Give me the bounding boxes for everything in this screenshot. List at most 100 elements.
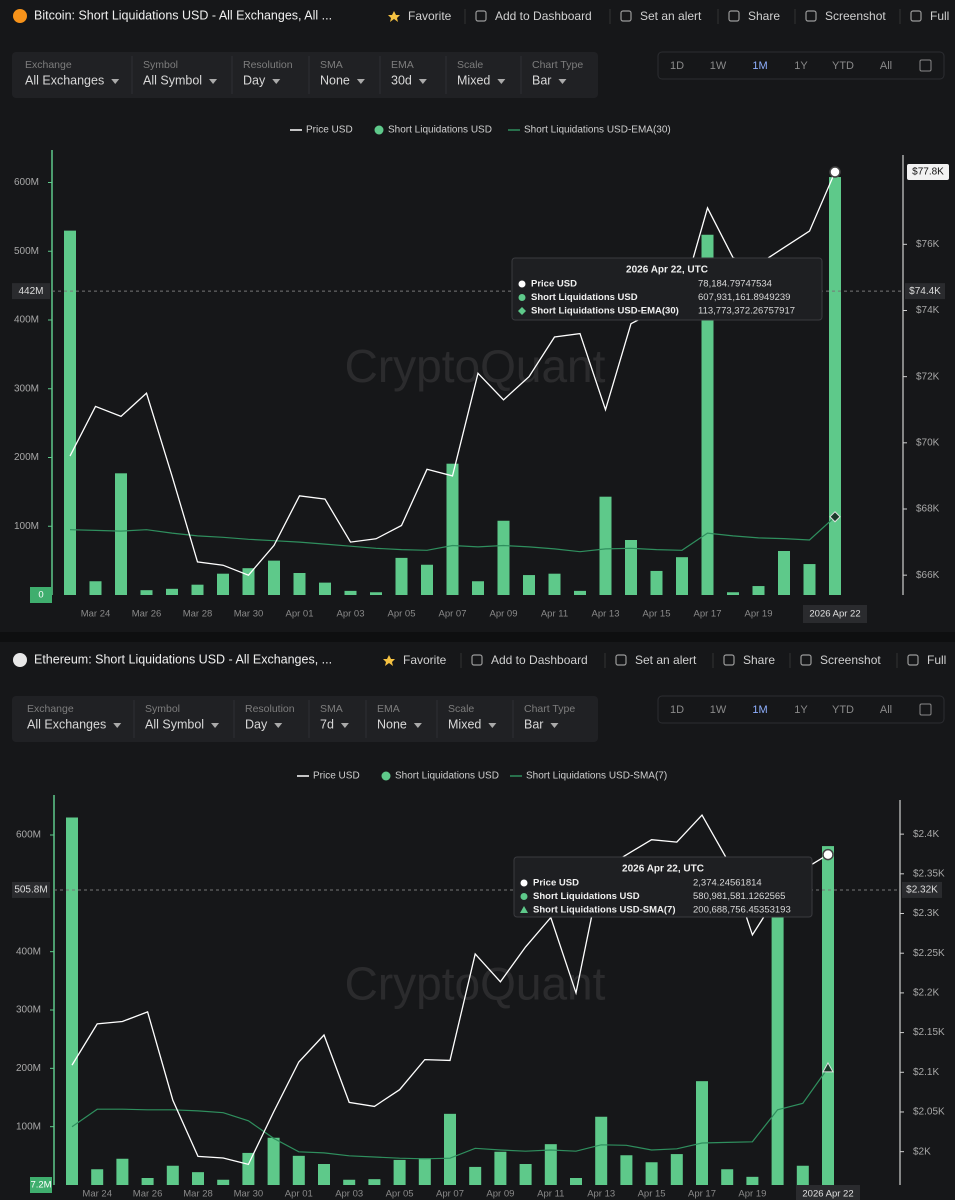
filter-value[interactable]: Bar bbox=[524, 717, 543, 731]
tooltip-value: 113,773,372.26757917 bbox=[698, 306, 795, 317]
action-button[interactable]: Favorite bbox=[408, 9, 452, 23]
y2-tick-label: $2.2K bbox=[913, 988, 939, 999]
filter-value[interactable]: Day bbox=[243, 73, 266, 87]
line-series bbox=[69, 516, 836, 553]
x-tick-label: Apr 19 bbox=[738, 1189, 766, 1200]
filter-value[interactable]: Bar bbox=[532, 73, 551, 87]
bar bbox=[778, 551, 790, 595]
legend-label[interactable]: Short Liquidations USD-EMA(30) bbox=[524, 125, 671, 136]
x-tick-label: Mar 24 bbox=[82, 1189, 112, 1200]
range-button[interactable]: 1D bbox=[670, 704, 684, 716]
filter-value[interactable]: All Exchanges bbox=[27, 717, 106, 731]
last-price-label: $77.8K bbox=[912, 167, 944, 178]
sma-marker bbox=[822, 1061, 834, 1073]
y2-tick-label: $66K bbox=[916, 570, 940, 581]
filter-value[interactable]: None bbox=[377, 717, 407, 731]
filter-value[interactable]: All Symbol bbox=[145, 717, 204, 731]
bar bbox=[650, 570, 663, 595]
tooltip-title: 2026 Apr 22, UTC bbox=[622, 864, 704, 875]
tooltip-name: Short Liquidations USD bbox=[531, 292, 638, 303]
action-button[interactable]: Share bbox=[743, 653, 775, 667]
action-button[interactable]: Full bbox=[930, 9, 949, 23]
range-button[interactable]: 1D bbox=[670, 60, 684, 72]
legend-label[interactable]: Price USD bbox=[313, 771, 360, 782]
action-button[interactable]: Add to Dashboard bbox=[495, 9, 592, 23]
filter-label: SMA bbox=[320, 59, 343, 71]
x-tick-label: Apr 09 bbox=[490, 609, 518, 620]
legend-label[interactable]: Short Liquidations USD bbox=[395, 771, 499, 782]
x-tick-label: Apr 15 bbox=[638, 1189, 666, 1200]
action-button[interactable]: Favorite bbox=[403, 653, 447, 667]
range-button[interactable]: YTD bbox=[832, 60, 854, 72]
dropdown-caret bbox=[211, 723, 220, 728]
dropdown-caret bbox=[113, 723, 122, 728]
action-button[interactable]: Screenshot bbox=[820, 653, 881, 667]
bar bbox=[446, 463, 459, 595]
range-button[interactable]: 1M bbox=[752, 704, 767, 716]
filter-value[interactable]: All Exchanges bbox=[25, 73, 104, 87]
x-tick-label: Apr 11 bbox=[537, 1189, 564, 1200]
action-button[interactable]: Set an alert bbox=[635, 653, 697, 667]
filter-value[interactable]: Day bbox=[245, 717, 268, 731]
range-button[interactable]: 1M bbox=[752, 60, 767, 72]
bar bbox=[752, 586, 765, 595]
range-button[interactable]: 1W bbox=[710, 704, 727, 716]
action-icon bbox=[907, 654, 919, 666]
range-button[interactable]: All bbox=[880, 60, 892, 72]
range-button[interactable]: 1W bbox=[710, 60, 727, 72]
calendar-icon[interactable] bbox=[919, 59, 932, 72]
bar bbox=[91, 1169, 104, 1185]
filter-value[interactable]: Mixed bbox=[457, 73, 490, 87]
tooltip-value: 2,374.24561814 bbox=[693, 878, 762, 889]
tooltip-name: Price USD bbox=[531, 279, 577, 290]
bar bbox=[116, 1158, 129, 1185]
range-button[interactable]: 1Y bbox=[794, 704, 808, 716]
action-button[interactable]: Set an alert bbox=[640, 9, 702, 23]
y2-tick-label: $2K bbox=[913, 1146, 931, 1157]
x-tick-label: Apr 07 bbox=[439, 609, 467, 620]
bar bbox=[66, 817, 78, 1185]
bar bbox=[803, 564, 816, 595]
filter-label: EMA bbox=[377, 703, 400, 715]
bar bbox=[318, 1164, 330, 1185]
bar bbox=[822, 846, 834, 1185]
filter-value[interactable]: All Symbol bbox=[143, 73, 202, 87]
x-tick-label: Mar 26 bbox=[132, 609, 162, 620]
filter-value[interactable]: 30d bbox=[391, 73, 412, 87]
current-label: 7.2M bbox=[30, 1180, 51, 1191]
bar bbox=[771, 910, 784, 1185]
range-bar bbox=[657, 51, 945, 80]
filter-value[interactable]: 7d bbox=[320, 717, 334, 731]
range-button[interactable]: 1Y bbox=[794, 60, 808, 72]
action-button[interactable]: Screenshot bbox=[825, 9, 886, 23]
x-tick-label: Mar 28 bbox=[183, 1189, 213, 1200]
date-badge bbox=[796, 1185, 860, 1200]
legend-label[interactable]: Price USD bbox=[306, 125, 353, 136]
calendar-icon[interactable] bbox=[919, 703, 932, 716]
legend-label[interactable]: Short Liquidations USD-SMA(7) bbox=[526, 771, 667, 782]
bar bbox=[268, 560, 280, 595]
filter-label: Exchange bbox=[25, 59, 72, 71]
filter-label: Symbol bbox=[145, 703, 180, 715]
action-icon bbox=[471, 654, 483, 666]
line-series bbox=[69, 171, 836, 576]
action-button[interactable]: Full bbox=[927, 653, 946, 667]
legend-label[interactable]: Short Liquidations USD bbox=[388, 125, 492, 136]
crosshair-y2-label: $74.4K bbox=[909, 286, 941, 297]
range-button[interactable]: All bbox=[880, 704, 892, 716]
filter-bar bbox=[12, 696, 598, 742]
filter-bar bbox=[12, 52, 598, 98]
bar bbox=[696, 1081, 708, 1185]
bar bbox=[344, 590, 357, 595]
action-button[interactable]: Share bbox=[748, 9, 780, 23]
action-icon bbox=[615, 654, 627, 666]
bar bbox=[418, 1158, 431, 1185]
filter-value[interactable]: Mixed bbox=[448, 717, 481, 731]
legend-swatch bbox=[381, 771, 391, 781]
range-button[interactable]: YTD bbox=[832, 704, 854, 716]
filter-value[interactable]: None bbox=[320, 73, 350, 87]
bar bbox=[574, 590, 586, 595]
action-button[interactable]: Add to Dashboard bbox=[491, 653, 588, 667]
bar bbox=[166, 588, 178, 595]
